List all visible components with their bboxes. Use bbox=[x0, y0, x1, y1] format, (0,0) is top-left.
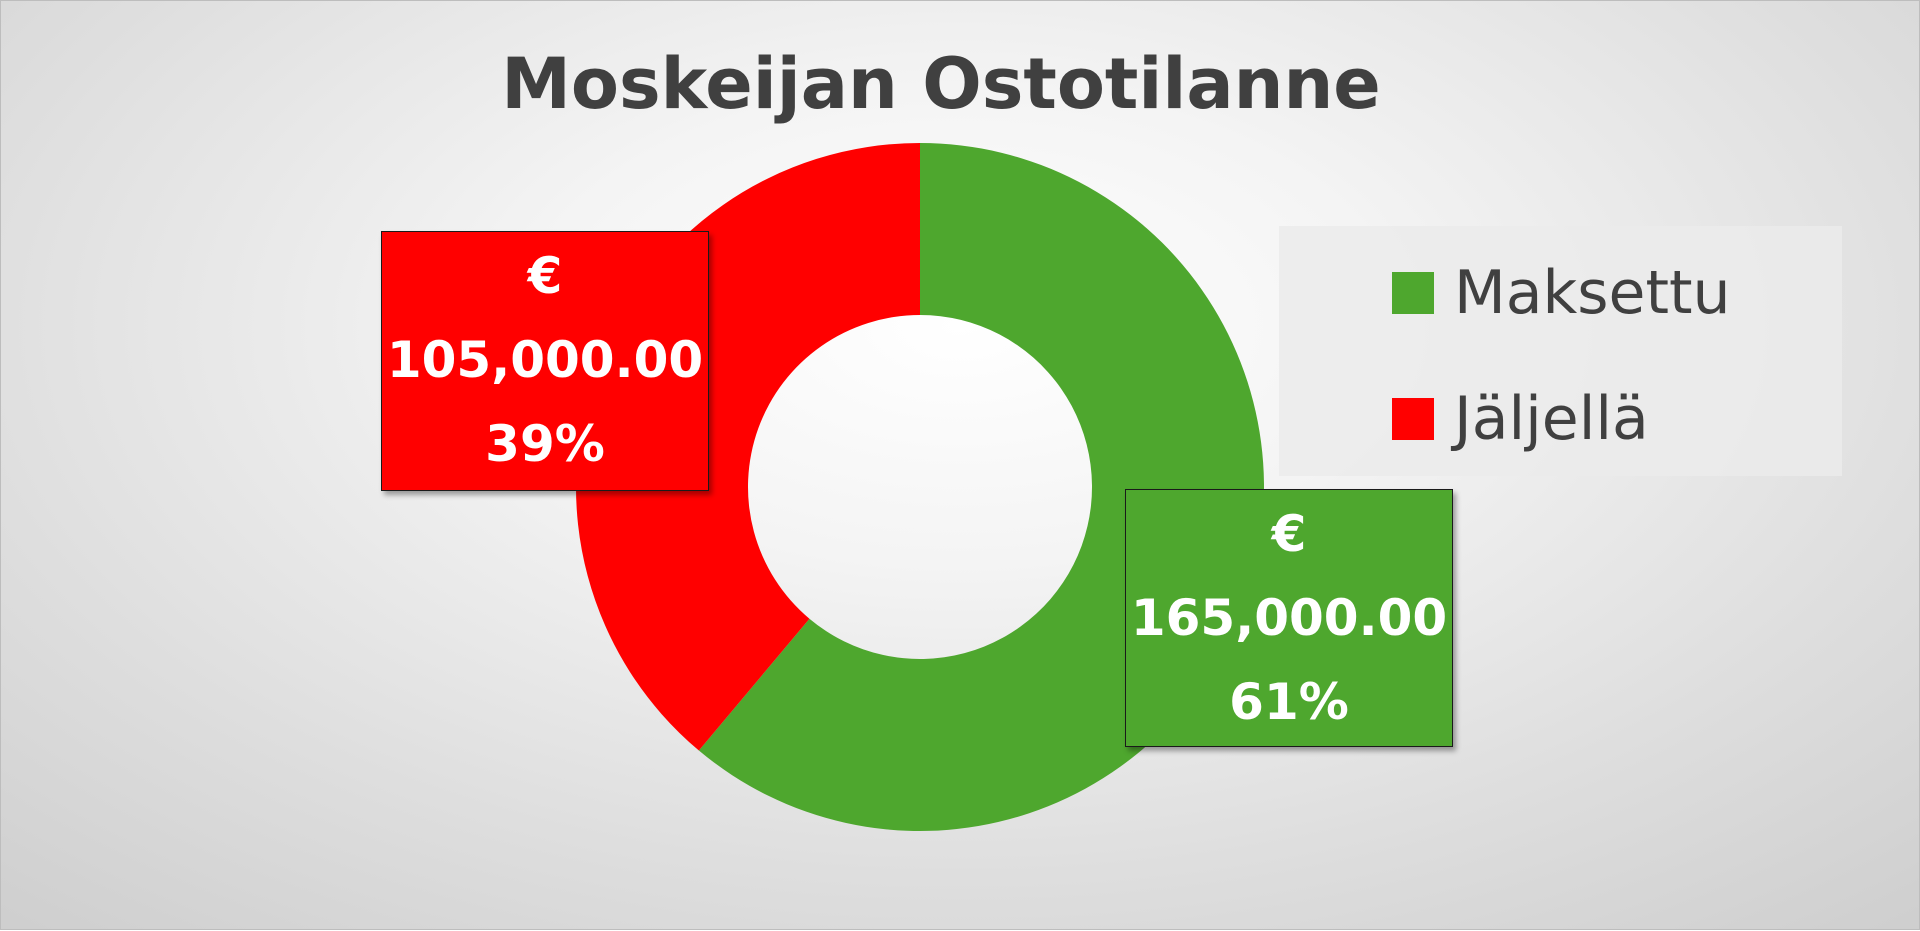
legend-label-jaljella: Jäljellä bbox=[1454, 384, 1649, 454]
legend-item-jaljella: Jäljellä bbox=[1392, 389, 1649, 449]
legend-item-maksettu: Maksettu bbox=[1392, 263, 1731, 323]
data-label-maksettu-value: 165,000.00 bbox=[1130, 589, 1448, 647]
data-label-maksettu: € 165,000.00 61% bbox=[1125, 489, 1453, 747]
donut-slice-maksettu bbox=[698, 143, 1264, 831]
data-label-maksettu-percent: 61% bbox=[1229, 673, 1349, 731]
data-label-jaljella-value: 105,000.00 bbox=[386, 331, 704, 389]
legend-swatch-maksettu bbox=[1392, 272, 1434, 314]
legend-label-maksettu: Maksettu bbox=[1454, 258, 1731, 328]
data-label-maksettu-currency: € bbox=[1271, 505, 1307, 563]
chart-title: Moskeijan Ostotilanne bbox=[501, 43, 1381, 125]
legend-swatch-jaljella bbox=[1392, 398, 1434, 440]
data-label-jaljella-percent: 39% bbox=[485, 415, 605, 473]
data-label-jaljella: € 105,000.00 39% bbox=[381, 231, 709, 491]
data-label-jaljella-currency: € bbox=[527, 247, 563, 305]
legend: Maksettu Jäljellä bbox=[1279, 226, 1842, 476]
